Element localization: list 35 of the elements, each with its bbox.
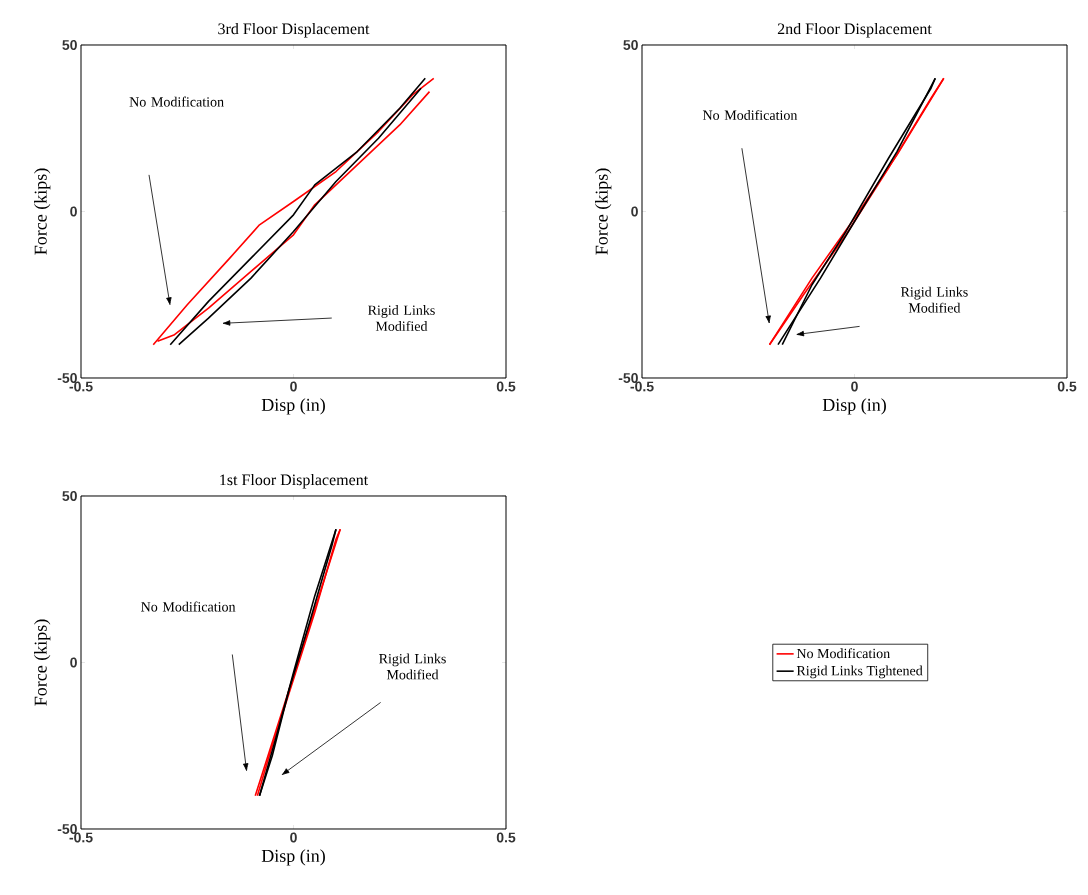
y-tick-label: 50 — [62, 491, 77, 501]
x-tick-label: -0.5 — [69, 381, 93, 392]
y-axis-title: Force (kips) — [34, 619, 51, 706]
y-tick-label: -50 — [57, 824, 77, 834]
y-tick-label: 0 — [631, 206, 638, 217]
x-tick-label: 0 — [851, 381, 858, 392]
annotation: Rigid Links Modified — [379, 653, 446, 680]
y-tick-label: 0 — [70, 206, 77, 217]
x-axis-title: Disp (in) — [261, 849, 325, 866]
x-tick-label: 0.5 — [1057, 381, 1077, 392]
annotation: Rigid Links Modified — [368, 305, 435, 331]
x-axis-title: Disp (in) — [822, 398, 886, 415]
annotation: Rigid Links Modified — [900, 286, 968, 313]
legend-label: No Modification — [796, 648, 890, 659]
y-tick-label: 0 — [70, 657, 77, 668]
y-tick-label: 50 — [62, 40, 77, 50]
chart-title: 1st Floor Displacement — [220, 473, 369, 489]
annotation: No Modification — [702, 109, 798, 120]
x-tick-label: 0 — [290, 832, 297, 843]
y-tick-label: 50 — [623, 40, 638, 50]
annotation: No Modification — [141, 601, 236, 612]
chart-title: 2nd Floor Displacement — [777, 22, 932, 38]
y-tick-label: -50 — [57, 373, 77, 383]
y-axis-title: Force (kips) — [34, 168, 51, 255]
y-axis-title: Force (kips) — [595, 168, 612, 255]
legend-label: Rigid Links Tightened — [796, 665, 923, 679]
x-tick-label: 0 — [290, 381, 297, 392]
x-tick-label: 0.5 — [496, 832, 516, 843]
x-axis-title: Disp (in) — [261, 398, 325, 415]
x-tick-label: 0.5 — [496, 381, 516, 392]
x-tick-label: -0.5 — [69, 832, 93, 843]
annotation: No Modification — [129, 96, 224, 107]
x-tick-label: -0.5 — [630, 381, 654, 392]
chart-title: 3rd Floor Displacement — [218, 22, 370, 38]
y-tick-label: -50 — [618, 373, 638, 383]
